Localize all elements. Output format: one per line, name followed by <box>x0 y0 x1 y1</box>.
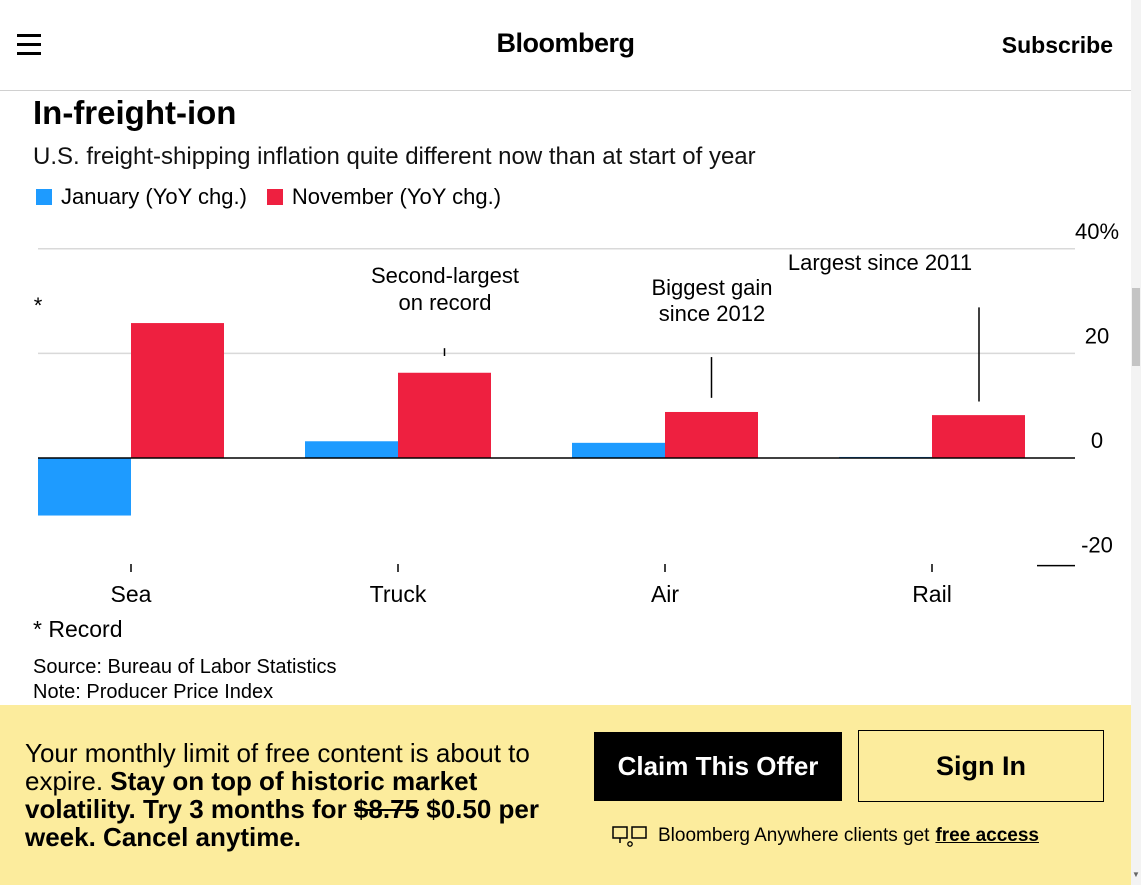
x-tick-label-air: Air <box>651 581 679 607</box>
legend-swatch-november <box>266 189 283 205</box>
sign-in-button[interactable]: Sign In <box>858 730 1104 802</box>
chart-source: Source: Bureau of Labor Statistics <box>33 656 337 678</box>
y-tick-label: 20 <box>1085 323 1109 348</box>
terminal-icon <box>612 826 647 847</box>
bar-truck-november <box>398 372 491 458</box>
y-tick-label: 40% <box>1075 219 1119 244</box>
legend-item-november: November (YoY chg.) <box>266 184 502 210</box>
free-access-link[interactable]: free access <box>935 825 1039 846</box>
legend-label-january: January (YoY chg.) <box>61 184 247 209</box>
bar-rail-november <box>932 415 1025 458</box>
annotation-air: since 2012 <box>659 301 765 326</box>
bar-air-january <box>572 442 665 458</box>
anywhere-text: Bloomberg Anywhere clients get <box>658 825 930 846</box>
bloomberg-anywhere-note: Bloomberg Anywhere clients get free acce… <box>612 825 1039 847</box>
claim-offer-button[interactable]: Claim This Offer <box>594 732 842 801</box>
bloomberg-logo[interactable]: Bloomberg <box>496 28 635 58</box>
y-tick-label: -20 <box>1081 533 1113 558</box>
paywall-message: Your monthly limit of free content is ab… <box>25 739 585 851</box>
chart-subtitle: U.S. freight-shipping inflation quite di… <box>33 143 756 170</box>
record-marker: * <box>34 293 43 318</box>
page-scrollbar[interactable]: ▼ <box>1131 0 1141 885</box>
subscribe-link[interactable]: Subscribe <box>1001 32 1113 58</box>
bar-sea-november <box>131 323 224 458</box>
paywall-message-bold: Stay on top of historic market volatilit… <box>25 766 478 824</box>
site-header: Bloomberg Subscribe <box>0 0 1131 91</box>
hamburger-menu-icon[interactable] <box>17 34 41 56</box>
annotation-air: Biggest gain <box>651 275 772 300</box>
old-price: $8.75 <box>353 794 419 824</box>
scrollbar-thumb[interactable] <box>1132 288 1140 366</box>
legend-item-january: January (YoY chg.) <box>36 184 247 210</box>
chart-note: Note: Producer Price Index <box>33 681 274 703</box>
annotation-rail: Largest since 2011 <box>788 250 972 275</box>
bar-sea-january <box>38 458 131 516</box>
annotation-truck: on record <box>399 290 492 315</box>
new-price: $0.50 per week. Cancel anytime. <box>25 794 539 852</box>
y-tick-label: 0 <box>1091 428 1103 453</box>
bar-truck-january <box>305 441 398 458</box>
paywall-banner: Your monthly limit of free content is ab… <box>0 705 1131 885</box>
chart-footnote: * Record <box>33 616 123 642</box>
legend-label-november: November (YoY chg.) <box>291 184 502 209</box>
x-tick-label-truck: Truck <box>370 581 427 607</box>
annotation-truck: Second-largest <box>371 263 519 288</box>
paywall-message-plain: Your monthly limit of free content is ab… <box>25 738 530 796</box>
scroll-down-arrow-icon[interactable]: ▼ <box>1132 870 1140 879</box>
legend-swatch-january <box>36 189 52 205</box>
bar-air-november <box>665 411 758 458</box>
freight-inflation-bar-chart: 40% 20 0 -20 Sea Truck Air Rail * Second-largesto… <box>34 219 1119 607</box>
x-tick-label-sea: Sea <box>111 581 152 607</box>
chart-title: In-freight-ion <box>33 94 237 131</box>
chart-legend: January (YoY chg.) November (YoY chg.) <box>36 184 521 210</box>
x-tick-label-rail: Rail <box>912 581 952 607</box>
